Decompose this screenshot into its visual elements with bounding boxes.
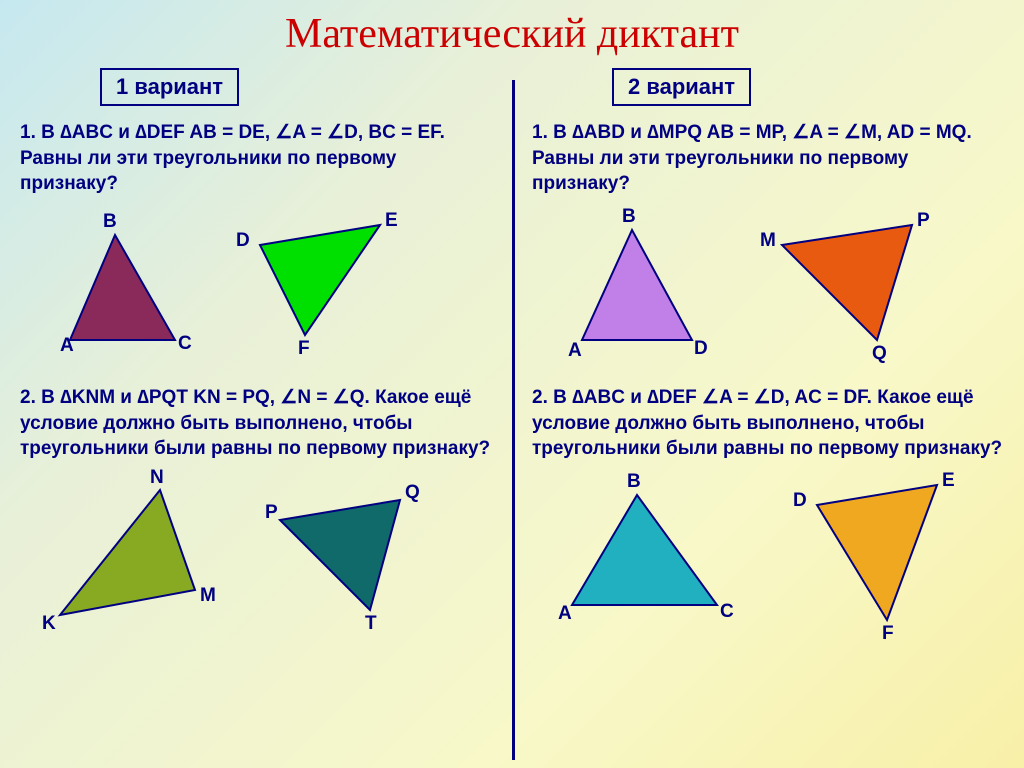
variant-2-label: 2 вариант [612, 68, 751, 106]
variant-1-column: 1 вариант 1. В ∆ABC и ∆DEF AB = DE, ∠A =… [0, 58, 512, 660]
label-M2: M [760, 230, 776, 252]
label-T: T [365, 613, 377, 635]
v2-triangles-row-2: A B C D E F [532, 470, 1004, 650]
label-A: A [60, 335, 74, 357]
triangle-PQT-shape [280, 500, 400, 610]
triangle-MPQ-shape [782, 225, 912, 340]
v2-problem-1: 1. В ∆ABD и ∆MPQ AB = MP, ∠A = ∠M, AD = … [532, 120, 1004, 197]
label-Q: Q [405, 482, 420, 504]
label-B: B [103, 211, 117, 233]
triangle-ABD-shape [582, 230, 692, 340]
variant-1-label: 1 вариант [100, 68, 239, 106]
v1-triangles-row-1: A B C D E F [20, 205, 492, 375]
label-D: D [236, 230, 250, 252]
triangle-ABD: A B D [572, 220, 722, 370]
triangle-KNM-shape [60, 490, 195, 615]
v2-problem-2: 2. В ∆ABC и ∆DEF ∠A = ∠D, AC = DF. Какое… [532, 385, 1004, 462]
v2-triangles-row-1: A B D M P Q [532, 205, 1004, 375]
label-E3: E [942, 470, 955, 492]
triangle-MPQ: M P Q [772, 220, 942, 375]
triangle-KNM: K N M [50, 485, 220, 640]
label-M: M [200, 585, 216, 607]
label-C: C [178, 333, 192, 355]
label-C3: C [720, 601, 734, 623]
triangle-DEF-shape [260, 225, 380, 335]
page-title: Математический диктант [0, 0, 1024, 58]
label-N: N [150, 467, 164, 489]
label-A3: A [558, 603, 572, 625]
label-P: P [265, 502, 278, 524]
triangle-DEF2: D E F [807, 480, 967, 650]
triangle-ABC: A B C [60, 225, 200, 370]
label-F: F [298, 338, 310, 360]
label-E: E [385, 210, 398, 232]
triangle-ABC-shape [70, 235, 175, 340]
label-B3: B [627, 471, 641, 493]
label-A2: A [568, 340, 582, 362]
v1-problem-1: 1. В ∆ABC и ∆DEF AB = DE, ∠A = ∠D, BC = … [20, 120, 492, 197]
v1-problem-2: 2. В ∆KNM и ∆PQT KN = PQ, ∠N = ∠Q. Какое… [20, 385, 492, 462]
columns: 1 вариант 1. В ∆ABC и ∆DEF AB = DE, ∠A =… [0, 58, 1024, 660]
triangle-ABC2-shape [572, 495, 717, 605]
label-D3: D [793, 490, 807, 512]
label-B2: B [622, 206, 636, 228]
label-F3: F [882, 623, 894, 645]
triangle-PQT: P Q T [265, 490, 435, 645]
triangle-DEF: D E F [250, 220, 410, 365]
triangle-ABC2: A B C [562, 485, 747, 640]
label-D2: D [694, 338, 708, 360]
label-Q2: Q [872, 343, 887, 365]
triangle-DEF2-shape [817, 485, 937, 620]
v1-triangles-row-2: K N M P Q T [20, 470, 492, 650]
label-K: K [42, 613, 56, 635]
variant-2-column: 2 вариант 1. В ∆ABD и ∆MPQ AB = MP, ∠A =… [512, 58, 1024, 660]
label-P2: P [917, 210, 930, 232]
